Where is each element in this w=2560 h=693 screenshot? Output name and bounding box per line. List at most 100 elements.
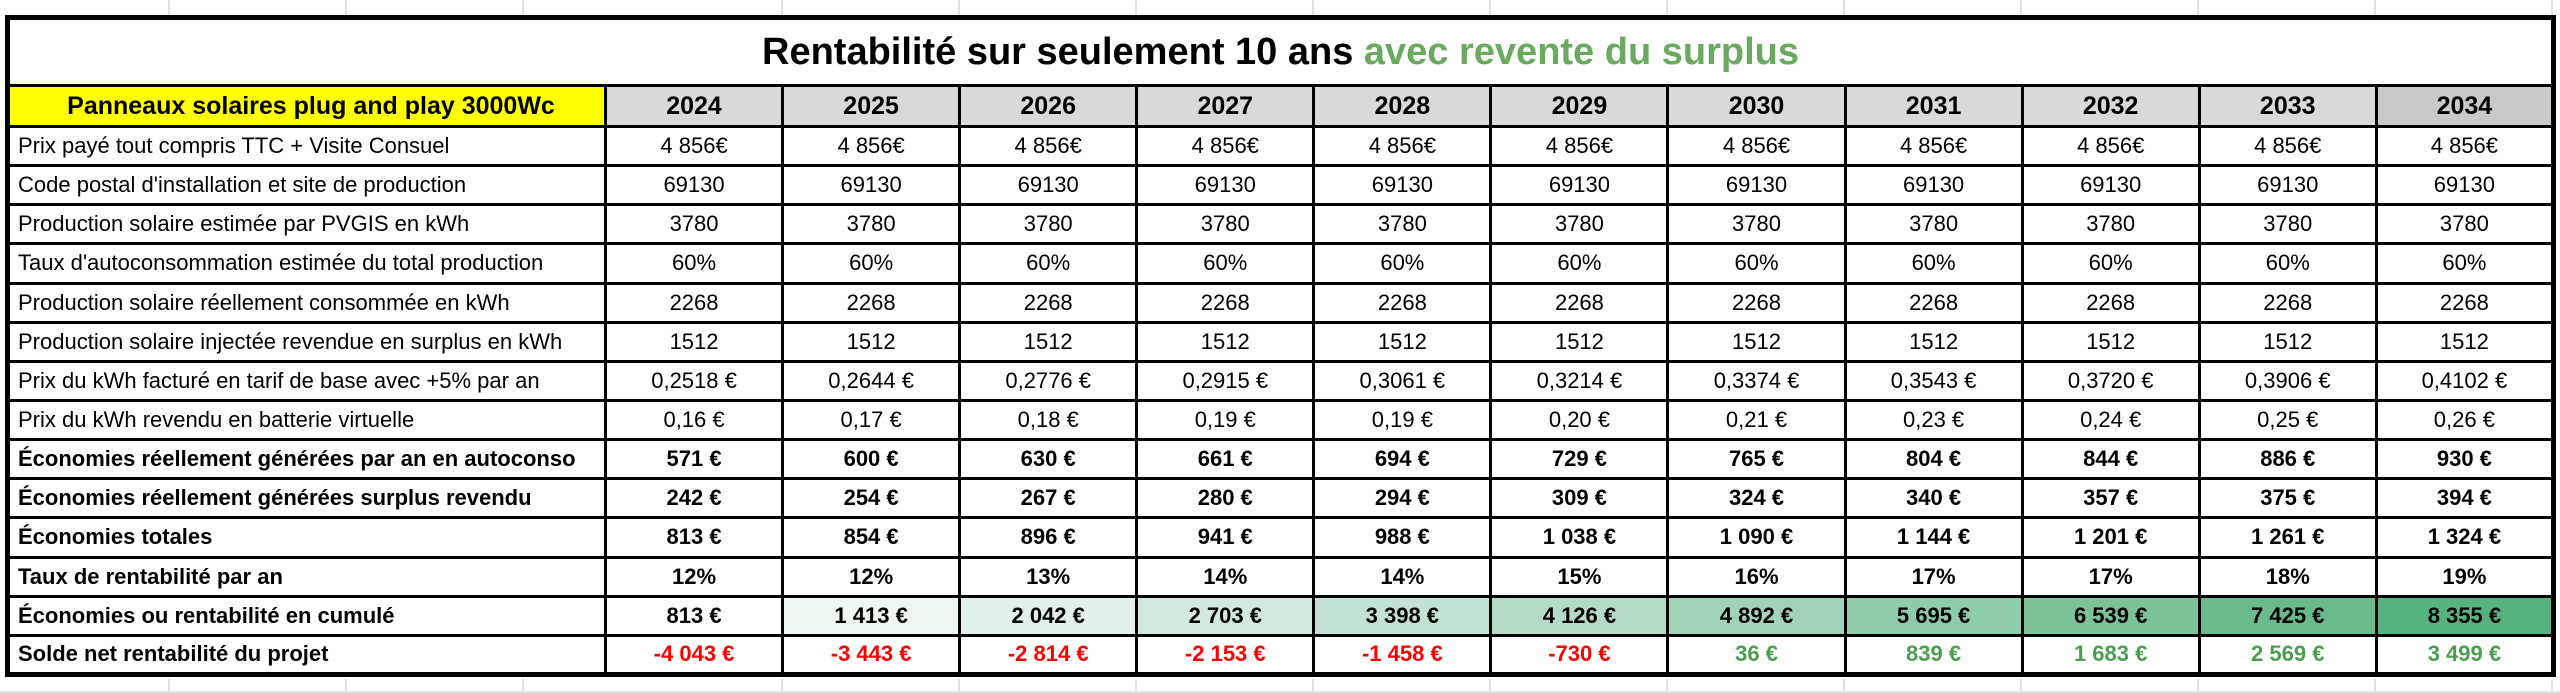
page-title[interactable]: Rentabilité sur seulement 10 ans avec re… xyxy=(6,16,2555,87)
value-cell[interactable]: 4 856€ xyxy=(1843,124,2024,168)
value-cell[interactable]: 357 € xyxy=(2020,477,2201,520)
value-cell[interactable]: 4 892 € xyxy=(1666,594,1847,637)
value-cell[interactable]: 3 398 € xyxy=(1312,594,1493,637)
value-cell[interactable]: 571 € xyxy=(603,438,785,481)
value-cell[interactable]: 1512 xyxy=(1135,320,1316,363)
row-label[interactable]: Économies ou rentabilité en cumulé xyxy=(6,594,607,637)
value-cell[interactable]: 3780 xyxy=(2020,203,2201,246)
value-cell[interactable]: 0,23 € xyxy=(1843,398,2024,442)
value-cell[interactable]: 2268 xyxy=(958,281,1139,324)
value-cell[interactable]: 2268 xyxy=(781,281,962,324)
year-header-2024[interactable]: 2024 xyxy=(603,84,785,128)
year-header-2028[interactable]: 2028 xyxy=(1312,84,1493,128)
value-cell[interactable]: 2 042 € xyxy=(958,594,1139,637)
value-cell[interactable]: 0,16 € xyxy=(603,398,785,442)
value-cell[interactable]: -4 043 € xyxy=(603,633,785,677)
value-cell[interactable]: 1512 xyxy=(2374,320,2556,363)
value-cell[interactable]: 1512 xyxy=(1489,320,1670,363)
value-cell[interactable]: 2268 xyxy=(2197,281,2378,324)
value-cell[interactable]: 7 425 € xyxy=(2197,594,2378,637)
value-cell[interactable]: 60% xyxy=(603,242,785,285)
value-cell[interactable]: 18% xyxy=(2197,555,2378,598)
value-cell[interactable]: 69130 xyxy=(1489,164,1670,207)
row-label[interactable]: Solde net rentabilité du projet xyxy=(6,633,607,677)
value-cell[interactable]: 0,3543 € xyxy=(1843,359,2024,402)
value-cell[interactable]: 4 856€ xyxy=(2197,124,2378,168)
value-cell[interactable]: 4 856€ xyxy=(1135,124,1316,168)
value-cell[interactable]: 0,19 € xyxy=(1135,398,1316,442)
row-label[interactable]: Économies réellement générées par an en … xyxy=(6,438,607,481)
value-cell[interactable]: 69130 xyxy=(1135,164,1316,207)
value-cell[interactable]: 2268 xyxy=(1312,281,1493,324)
value-cell[interactable]: 3780 xyxy=(603,203,785,246)
value-cell[interactable]: 69130 xyxy=(781,164,962,207)
value-cell[interactable]: 3780 xyxy=(1843,203,2024,246)
value-cell[interactable]: 0,3906 € xyxy=(2197,359,2378,402)
value-cell[interactable]: 14% xyxy=(1312,555,1493,598)
value-cell[interactable]: 0,3374 € xyxy=(1666,359,1847,402)
value-cell[interactable]: 3780 xyxy=(1135,203,1316,246)
year-header-2029[interactable]: 2029 xyxy=(1489,84,1670,128)
value-cell[interactable]: 3780 xyxy=(1666,203,1847,246)
value-cell[interactable]: 4 856€ xyxy=(1666,124,1847,168)
value-cell[interactable]: 254 € xyxy=(781,477,962,520)
value-cell[interactable]: 896 € xyxy=(958,516,1139,559)
value-cell[interactable]: 0,18 € xyxy=(958,398,1139,442)
value-cell[interactable]: 630 € xyxy=(958,438,1139,481)
value-cell[interactable]: 0,2518 € xyxy=(603,359,785,402)
value-cell[interactable]: 4 126 € xyxy=(1489,594,1670,637)
value-cell[interactable]: 60% xyxy=(1312,242,1493,285)
value-cell[interactable]: 14% xyxy=(1135,555,1316,598)
value-cell[interactable]: 0,3214 € xyxy=(1489,359,1670,402)
value-cell[interactable]: -3 443 € xyxy=(781,633,962,677)
value-cell[interactable]: 60% xyxy=(958,242,1139,285)
value-cell[interactable]: 60% xyxy=(1135,242,1316,285)
year-header-2031[interactable]: 2031 xyxy=(1843,84,2024,128)
year-header-2034[interactable]: 2034 xyxy=(2374,84,2556,128)
value-cell[interactable]: 36 € xyxy=(1666,633,1847,677)
value-cell[interactable]: 854 € xyxy=(781,516,962,559)
value-cell[interactable]: 694 € xyxy=(1312,438,1493,481)
value-cell[interactable]: 0,24 € xyxy=(2020,398,2201,442)
value-cell[interactable]: 1512 xyxy=(1843,320,2024,363)
row-label[interactable]: Prix payé tout compris TTC + Visite Cons… xyxy=(6,124,607,168)
value-cell[interactable]: 1 144 € xyxy=(1843,516,2024,559)
value-cell[interactable]: 8 355 € xyxy=(2374,594,2556,637)
value-cell[interactable]: -2 153 € xyxy=(1135,633,1316,677)
row-label[interactable]: Code postal d'installation et site de pr… xyxy=(6,164,607,207)
row-label[interactable]: Prix du kWh facturé en tarif de base ave… xyxy=(6,359,607,402)
value-cell[interactable]: 2268 xyxy=(1843,281,2024,324)
value-cell[interactable]: 324 € xyxy=(1666,477,1847,520)
value-cell[interactable]: 729 € xyxy=(1489,438,1670,481)
row-label[interactable]: Production solaire réellement consommée … xyxy=(6,281,607,324)
value-cell[interactable]: 17% xyxy=(2020,555,2201,598)
value-cell[interactable]: 280 € xyxy=(1135,477,1316,520)
value-cell[interactable]: 2 569 € xyxy=(2197,633,2378,677)
value-cell[interactable]: 267 € xyxy=(958,477,1139,520)
value-cell[interactable]: 12% xyxy=(781,555,962,598)
value-cell[interactable]: 1 038 € xyxy=(1489,516,1670,559)
value-cell[interactable]: 13% xyxy=(958,555,1139,598)
value-cell[interactable]: 60% xyxy=(1489,242,1670,285)
value-cell[interactable]: 1 413 € xyxy=(781,594,962,637)
row-label[interactable]: Économies réellement générées surplus re… xyxy=(6,477,607,520)
value-cell[interactable]: 0,26 € xyxy=(2374,398,2556,442)
year-header-2027[interactable]: 2027 xyxy=(1135,84,1316,128)
value-cell[interactable]: 1 324 € xyxy=(2374,516,2556,559)
value-cell[interactable]: -730 € xyxy=(1489,633,1670,677)
value-cell[interactable]: 340 € xyxy=(1843,477,2024,520)
value-cell[interactable]: 60% xyxy=(2197,242,2378,285)
value-cell[interactable]: 5 695 € xyxy=(1843,594,2024,637)
value-cell[interactable]: 2268 xyxy=(1135,281,1316,324)
value-cell[interactable]: 1 261 € xyxy=(2197,516,2378,559)
value-cell[interactable]: 69130 xyxy=(2374,164,2556,207)
value-cell[interactable]: 60% xyxy=(1666,242,1847,285)
value-cell[interactable]: 69130 xyxy=(2197,164,2378,207)
row-label[interactable]: Économies totales xyxy=(6,516,607,559)
value-cell[interactable]: 242 € xyxy=(603,477,785,520)
value-cell[interactable]: 941 € xyxy=(1135,516,1316,559)
value-cell[interactable]: 2268 xyxy=(1666,281,1847,324)
value-cell[interactable]: -1 458 € xyxy=(1312,633,1493,677)
value-cell[interactable]: 2268 xyxy=(2020,281,2201,324)
value-cell[interactable]: 1 683 € xyxy=(2020,633,2201,677)
